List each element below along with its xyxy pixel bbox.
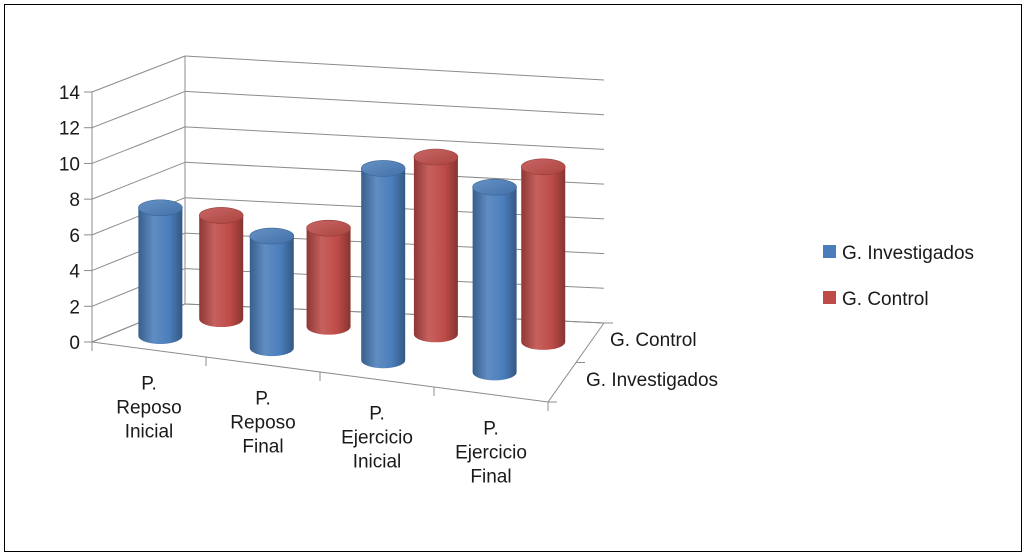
legend-swatch	[823, 245, 836, 258]
depth-axis-label: G. Investigados	[586, 370, 718, 391]
category-label-line: Final	[242, 437, 283, 458]
cylinder-top	[413, 148, 459, 166]
category-label-line: P.	[483, 419, 499, 440]
cylinder-body	[199, 215, 244, 328]
bar-investigados-2	[360, 160, 406, 369]
back-gridline	[184, 55, 605, 81]
category-label: P. Reposo Inicial	[116, 374, 182, 443]
category-label-line: Reposo	[230, 413, 296, 434]
bars	[138, 148, 566, 381]
cylinder-body	[521, 166, 566, 350]
bar-investigados-0	[138, 199, 183, 344]
cylinder-body	[361, 168, 406, 369]
y-tick-label: 10	[59, 154, 80, 175]
cylinder-body	[472, 187, 517, 381]
legend-label: G. Control	[842, 289, 929, 310]
y-tick-label: 14	[59, 83, 81, 104]
category-label-line: P.	[255, 389, 271, 410]
cylinder-body	[306, 228, 351, 335]
legend: G. Investigados G. Control	[823, 243, 974, 310]
cylinder-body	[138, 207, 183, 344]
category-label-line: Inicial	[353, 452, 402, 473]
bar-control-3	[520, 158, 566, 350]
side-gridline	[91, 161, 186, 200]
back-gridline	[184, 90, 605, 116]
y-tick-label: 4	[69, 262, 80, 283]
category-label: P. Ejercicio Inicial	[341, 404, 413, 473]
cylinder-top	[306, 219, 351, 237]
category-label-line: P.	[141, 374, 157, 395]
cylinder-top	[198, 207, 244, 224]
cylinder-top	[472, 178, 517, 196]
y-axis-ticks: 0 2 4 6 8 10 12 14	[59, 83, 81, 354]
side-gridline	[91, 126, 186, 164]
y-tick-label: 0	[69, 333, 80, 354]
y-tick-label: 6	[69, 226, 80, 247]
y-tick-label: 8	[69, 190, 80, 211]
back-gridline	[184, 126, 605, 150]
bar-control-0	[198, 207, 244, 328]
category-label: P. Reposo Final	[230, 389, 296, 458]
y-tick-label: 12	[59, 119, 80, 140]
cylinder-body	[413, 157, 458, 343]
category-label-line: Ejercicio	[341, 428, 413, 449]
side-gridline	[91, 55, 186, 93]
side-gridline	[91, 90, 186, 129]
legend-swatch	[823, 291, 836, 304]
cylinder-top	[520, 158, 566, 176]
y-tick-label: 2	[69, 297, 80, 318]
category-label: P. Ejercicio Final	[455, 419, 527, 488]
cylinder-top	[360, 160, 406, 177]
category-label-line: Reposo	[116, 398, 182, 419]
bar-control-1	[306, 219, 351, 335]
category-labels: P. Reposo Inicial P. Reposo Final P. Ejercicio I…	[116, 374, 527, 488]
cylinder-body	[249, 236, 294, 357]
legend-label: G. Investigados	[842, 243, 974, 264]
cylinder-top	[249, 227, 295, 245]
bar-investigados-1	[249, 227, 295, 357]
depth-axis-label: G. Control	[610, 330, 697, 351]
category-label-line: P.	[369, 404, 385, 425]
category-label-line: Inicial	[125, 422, 174, 443]
cylinder-top	[138, 199, 183, 217]
category-label-line: Ejercicio	[455, 443, 527, 464]
bar-investigados-3	[472, 178, 517, 381]
category-label-line: Final	[470, 467, 511, 488]
depth-axis-labels: G. Control G. Investigados	[586, 330, 718, 391]
bar-control-2	[413, 148, 459, 343]
